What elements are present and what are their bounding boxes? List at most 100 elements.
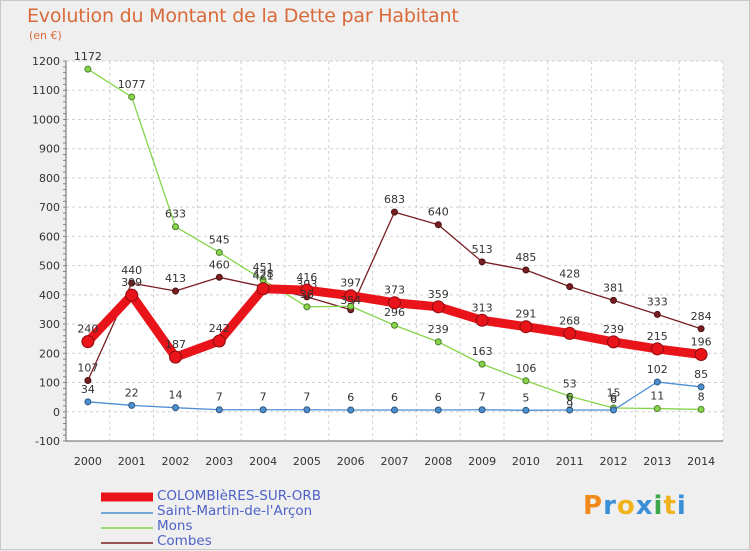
logo-letter: P [583, 491, 604, 521]
data-label-mons: 451 [253, 261, 274, 274]
data-label-colombi-res-sur-orb: 421 [253, 270, 274, 283]
data-point-colombi-res-sur-orb [256, 282, 270, 296]
data-label-colombi-res-sur-orb: 291 [515, 308, 536, 321]
data-point-saint-martin-de-l-ar-on [172, 404, 179, 412]
data-point-colombi-res-sur-orb [694, 347, 708, 361]
data-point-colombi-res-sur-orb [607, 335, 620, 349]
data-point-colombi-res-sur-orb [650, 342, 664, 356]
data-label-saint-martin-de-l-ar-on: 6 [391, 391, 398, 404]
data-label-extra: 36 [300, 288, 314, 301]
data-point-saint-martin-de-l-ar-on [653, 378, 661, 386]
x-tick-label: 2011 [556, 455, 584, 468]
chart-legend: COLOMBIèRES-SUR-ORB Saint-Martin-de-l'Ar… [101, 489, 401, 549]
data-point-combes [566, 283, 574, 291]
logo-letter: i [653, 491, 664, 521]
y-tick-label: 300 [39, 318, 60, 331]
y-tick-label: 900 [39, 143, 60, 156]
x-tick-label: 2004 [249, 455, 277, 468]
x-tick-label: 2000 [74, 455, 102, 468]
data-label-saint-martin-de-l-ar-on: 6 [435, 391, 442, 404]
data-point-saint-martin-de-l-ar-on [434, 406, 442, 414]
data-point-mons [128, 93, 136, 101]
data-point-mons [347, 302, 355, 310]
data-label-combes: 460 [209, 258, 230, 271]
data-label-mons: 296 [384, 306, 405, 319]
data-label-colombi-res-sur-orb: 240 [77, 323, 98, 336]
data-label-saint-martin-de-l-ar-on: 5 [522, 391, 529, 404]
y-tick-label: 1200 [32, 55, 60, 68]
data-point-colombi-res-sur-orb [300, 283, 314, 297]
data-label-mons: 1172 [74, 50, 102, 63]
data-label-combes: 413 [165, 272, 186, 285]
data-label-combes: 107 [77, 361, 98, 374]
data-point-colombi-res-sur-orb [125, 288, 139, 302]
y-tick-label: 800 [39, 172, 60, 185]
data-label-combes: 333 [647, 295, 668, 308]
data-point-saint-martin-de-l-ar-on [259, 406, 267, 414]
data-point-mons [215, 248, 223, 256]
data-point-colombi-res-sur-orb [431, 300, 445, 314]
data-label-colombi-res-sur-orb: 359 [428, 288, 449, 301]
data-point-saint-martin-de-l-ar-on [303, 406, 311, 414]
data-point-combes [522, 266, 530, 274]
data-point-mons [653, 405, 661, 413]
data-label-colombi-res-sur-orb: 397 [340, 277, 361, 290]
data-point-saint-martin-de-l-ar-on [128, 401, 136, 409]
data-label-saint-martin-de-l-ar-on: 14 [169, 389, 183, 402]
data-point-saint-martin-de-l-ar-on [610, 406, 617, 414]
data-point-saint-martin-de-l-ar-on [347, 406, 355, 414]
logo-letter: o [616, 491, 636, 521]
x-tick-label: 2010 [512, 455, 540, 468]
x-tick-label: 2013 [643, 455, 671, 468]
y-tick-label: 600 [39, 230, 60, 243]
data-label-mons: 53 [563, 377, 577, 390]
data-point-colombi-res-sur-orb [388, 296, 401, 310]
y-tick-label: 700 [39, 201, 60, 214]
logo-letter: i [676, 491, 687, 521]
legend-item-mons: Mons [101, 519, 401, 534]
data-label-extra: 354 [340, 294, 361, 307]
proxiti-logo: Proxiti [583, 491, 687, 521]
y-tick-label: 100 [39, 377, 60, 390]
data-point-mons [478, 360, 486, 368]
data-label-combes: 284 [691, 310, 712, 323]
data-label-mons: 545 [209, 233, 230, 246]
data-label-colombi-res-sur-orb: 215 [647, 330, 668, 343]
data-label-combes: 513 [472, 243, 493, 256]
data-label-saint-martin-de-l-ar-on: 34 [81, 383, 95, 396]
y-tick-label: 1100 [32, 84, 60, 97]
data-point-mons [566, 392, 574, 400]
data-point-saint-martin-de-l-ar-on [522, 406, 530, 414]
y-tick-label: 500 [39, 260, 60, 273]
data-label-saint-martin-de-l-ar-on: 7 [216, 391, 223, 404]
data-label-saint-martin-de-l-ar-on: 6 [610, 391, 617, 404]
logo-letter: r [603, 491, 617, 521]
x-tick-label: 2008 [424, 455, 452, 468]
y-axis-unit: (en €) [29, 29, 62, 42]
data-label-colombi-res-sur-orb: 242 [209, 322, 230, 335]
x-tick-label: 2003 [205, 455, 233, 468]
data-label-extra: 6 [610, 393, 617, 406]
data-label-combes: 485 [515, 251, 536, 264]
data-label-colombi-res-sur-orb: 313 [472, 301, 493, 314]
x-tick-label: 2005 [293, 455, 321, 468]
legend-label-saint-martin: Saint-Martin-de-l'Arçon [157, 503, 313, 519]
legend-label-colombieres: COLOMBIèRES-SUR-ORB [157, 488, 322, 504]
legend-item-combes: Combes [101, 534, 401, 549]
data-label-colombi-res-sur-orb: 239 [603, 323, 624, 336]
data-point-combes [128, 279, 136, 287]
x-tick-label: 2012 [600, 455, 628, 468]
legend-item-saint-martin: Saint-Martin-de-l'Arçon [101, 504, 401, 519]
data-label-mons: 106 [515, 362, 536, 375]
logo-letter: t [663, 491, 677, 521]
legend-swatch-colombieres [101, 492, 153, 502]
y-tick-label: 400 [39, 289, 60, 302]
data-point-saint-martin-de-l-ar-on [391, 406, 398, 414]
data-label-combes: 640 [428, 206, 449, 219]
data-label-mons: 11 [650, 390, 664, 403]
data-point-combes [172, 287, 179, 295]
legend-label-mons: Mons [157, 518, 193, 534]
x-tick-label: 2002 [162, 455, 190, 468]
